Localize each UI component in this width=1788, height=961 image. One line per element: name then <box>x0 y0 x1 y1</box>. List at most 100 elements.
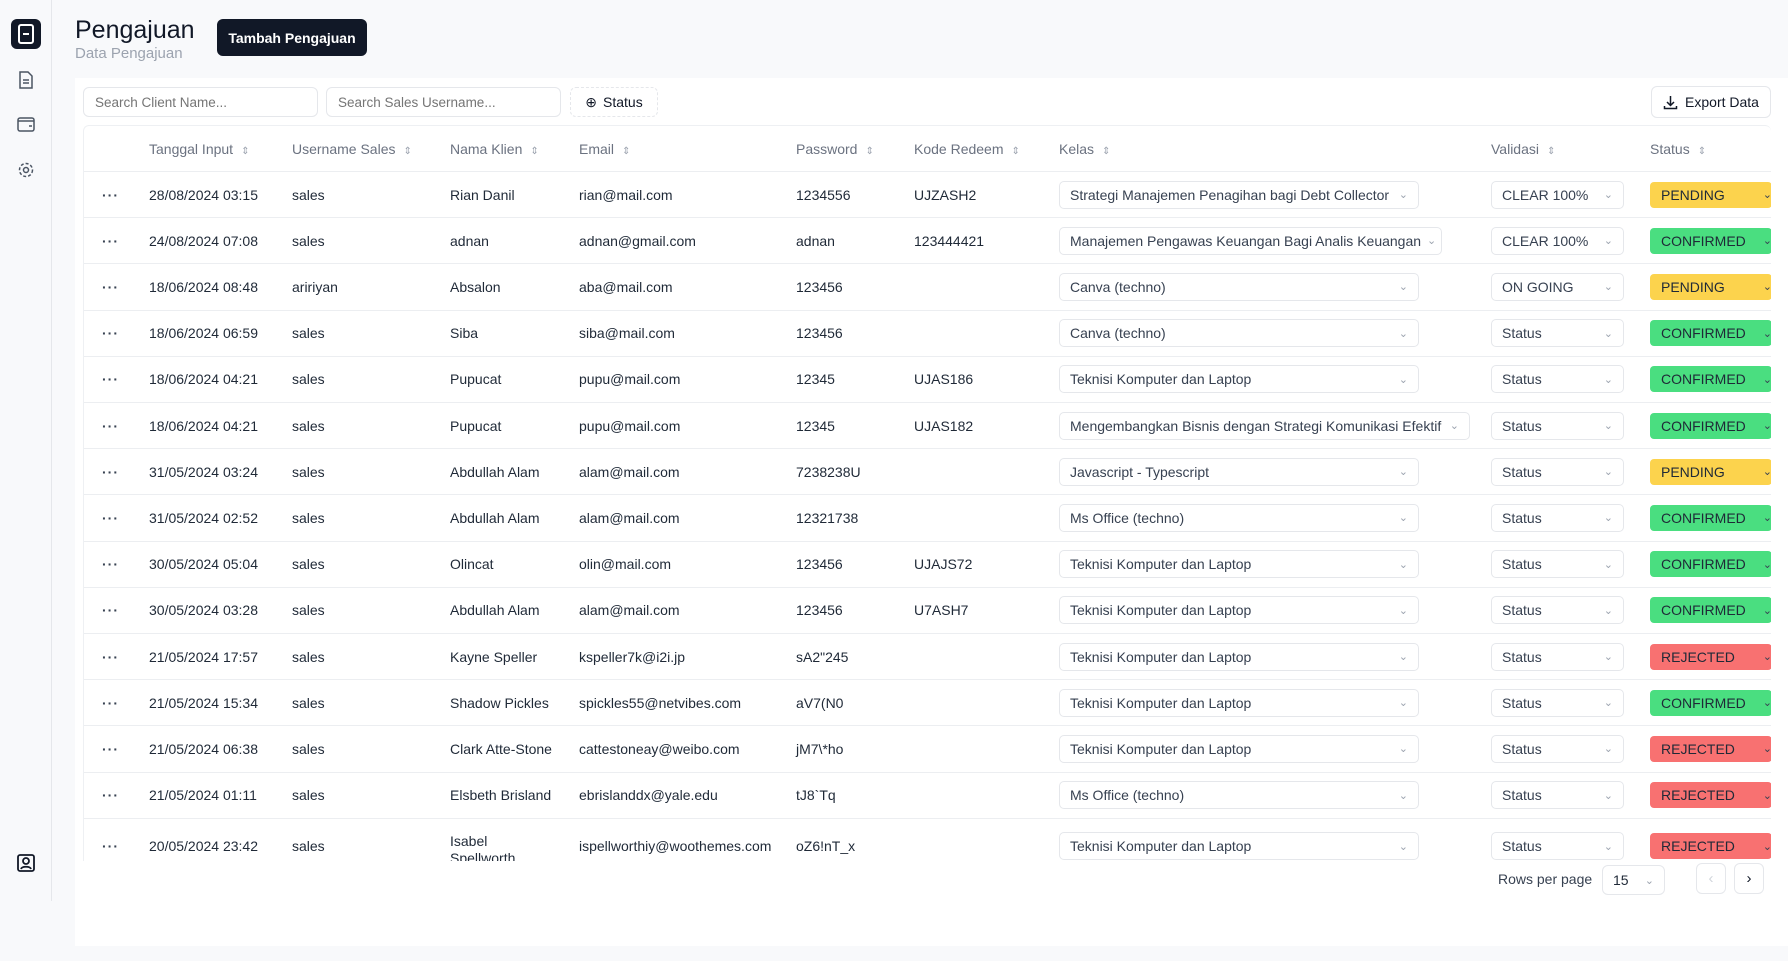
status-select[interactable]: CONFIRMED ⌄ <box>1650 366 1771 393</box>
row-actions-icon[interactable]: ··· <box>102 325 119 342</box>
sort-icon[interactable]: ⇕ <box>622 145 631 157</box>
status-select[interactable]: REJECTED ⌄ <box>1650 735 1771 762</box>
validasi-select[interactable]: Status ⌄ <box>1491 550 1624 579</box>
validasi-select[interactable]: Status ⌄ <box>1491 832 1624 861</box>
row-actions-icon[interactable]: ··· <box>102 602 119 619</box>
kelas-select[interactable]: Canva (techno) ⌄ <box>1059 272 1419 301</box>
cell-password: 1234556 <box>796 186 851 203</box>
row-actions-icon[interactable]: ··· <box>102 787 119 804</box>
validasi-select[interactable]: CLEAR 100% ⌄ <box>1491 226 1624 255</box>
validasi-select[interactable]: Status ⌄ <box>1491 457 1624 486</box>
kelas-select[interactable]: Ms Office (techno) ⌄ <box>1059 503 1419 532</box>
column-header-validasi[interactable]: Validasi ⇕ <box>1491 141 1555 157</box>
validasi-select[interactable]: Status ⌄ <box>1491 596 1624 625</box>
rows-per-page-select[interactable]: 15 ⌄ <box>1602 865 1665 895</box>
validasi-select[interactable]: Status ⌄ <box>1491 411 1624 440</box>
validasi-value: Status <box>1502 694 1542 711</box>
add-pengajuan-button[interactable]: Tambah Pengajuan <box>217 19 367 56</box>
search-sales-input[interactable] <box>326 87 561 117</box>
kelas-select[interactable]: Canva (techno) ⌄ <box>1059 319 1419 348</box>
search-client-input[interactable] <box>83 87 318 117</box>
kelas-select[interactable]: Teknisi Komputer dan Laptop ⌄ <box>1059 688 1419 717</box>
column-header-kelas[interactable]: Kelas ⇕ <box>1059 141 1110 157</box>
status-select[interactable]: CONFIRMED ⌄ <box>1650 320 1771 347</box>
validasi-select[interactable]: Status ⌄ <box>1491 734 1624 763</box>
validasi-select[interactable]: Status ⌄ <box>1491 642 1624 671</box>
row-actions-icon[interactable]: ··· <box>102 186 119 203</box>
sort-icon[interactable]: ⇕ <box>1697 145 1707 157</box>
status-select[interactable]: PENDING ⌄ <box>1650 458 1771 485</box>
status-select[interactable]: CONFIRMED ⌄ <box>1650 227 1771 254</box>
status-select[interactable]: CONFIRMED ⌄ <box>1650 551 1771 578</box>
kelas-select[interactable]: Ms Office (techno) ⌄ <box>1059 781 1419 810</box>
validasi-select[interactable]: CLEAR 100% ⌄ <box>1491 180 1624 209</box>
status-select[interactable]: PENDING ⌄ <box>1650 181 1771 208</box>
status-filter-button[interactable]: ⊕ Status <box>570 87 658 117</box>
next-page-button[interactable]: › <box>1734 863 1764 894</box>
validasi-select[interactable]: ON GOING ⌄ <box>1491 272 1624 301</box>
validasi-select[interactable]: Status ⌄ <box>1491 781 1624 810</box>
validasi-select[interactable]: Status ⌄ <box>1491 503 1624 532</box>
status-select[interactable]: CONFIRMED ⌄ <box>1650 412 1771 439</box>
sort-icon[interactable]: ⇕ <box>1547 145 1556 157</box>
validasi-select[interactable]: Status ⌄ <box>1491 688 1624 717</box>
prev-page-button[interactable]: ‹ <box>1696 863 1726 894</box>
cell-sales: sales <box>292 232 325 249</box>
cell-email: cattestoneay@weibo.com <box>579 740 740 757</box>
sort-icon[interactable]: ⇕ <box>1102 145 1111 157</box>
kelas-select[interactable]: Teknisi Komputer dan Laptop ⌄ <box>1059 550 1419 579</box>
sort-icon[interactable]: ⇕ <box>403 145 412 157</box>
kelas-select[interactable]: Mengembangkan Bisnis dengan Strategi Kom… <box>1059 411 1470 440</box>
validasi-select[interactable]: Status ⌄ <box>1491 365 1624 394</box>
status-select[interactable]: REJECTED ⌄ <box>1650 643 1771 670</box>
column-header-password[interactable]: Password ⇕ <box>796 141 874 157</box>
export-data-button[interactable]: Export Data <box>1651 86 1771 118</box>
column-header-date[interactable]: Tanggal Input ⇕ <box>149 141 249 157</box>
validasi-select[interactable]: Status ⌄ <box>1491 319 1624 348</box>
cell-password: 123456 <box>796 602 843 619</box>
row-actions-icon[interactable]: ··· <box>102 694 119 711</box>
kelas-select[interactable]: Teknisi Komputer dan Laptop ⌄ <box>1059 734 1419 763</box>
gear-icon[interactable] <box>11 155 41 185</box>
column-header-status[interactable]: Status ⇕ <box>1650 141 1706 157</box>
document-icon[interactable] <box>11 65 41 95</box>
column-header-email[interactable]: Email ⇕ <box>579 141 630 157</box>
chevron-down-icon: ⌄ <box>1603 189 1613 202</box>
status-select[interactable]: CONFIRMED ⌄ <box>1650 504 1771 531</box>
user-profile-icon[interactable] <box>11 848 41 878</box>
cell-code: UJAS186 <box>914 371 974 388</box>
row-actions-icon[interactable]: ··· <box>102 838 119 855</box>
sort-icon[interactable]: ⇕ <box>1011 145 1020 157</box>
row-actions-icon[interactable]: ··· <box>102 278 119 295</box>
row-actions-icon[interactable]: ··· <box>102 648 119 665</box>
row-actions-icon[interactable]: ··· <box>102 740 119 757</box>
kelas-select[interactable]: Strategi Manajemen Penagihan bagi Debt C… <box>1059 180 1419 209</box>
row-actions-icon[interactable]: ··· <box>102 371 119 388</box>
sort-icon[interactable]: ⇕ <box>865 145 874 157</box>
wallet-icon[interactable] <box>11 109 41 139</box>
column-header-client[interactable]: Nama Klien ⇕ <box>450 141 539 157</box>
status-select[interactable]: CONFIRMED ⌄ <box>1650 597 1771 624</box>
tablet-icon[interactable] <box>11 19 41 49</box>
column-header-sales[interactable]: Username Sales ⇕ <box>292 141 412 157</box>
row-actions-icon[interactable]: ··· <box>102 463 119 480</box>
row-actions-icon[interactable]: ··· <box>102 509 119 526</box>
status-select[interactable]: REJECTED ⌄ <box>1650 833 1771 860</box>
status-select[interactable]: PENDING ⌄ <box>1650 273 1771 300</box>
chevron-down-icon: ⌄ <box>1603 466 1613 479</box>
row-actions-icon[interactable]: ··· <box>102 556 119 573</box>
row-actions-icon[interactable]: ··· <box>102 232 119 249</box>
status-select[interactable]: REJECTED ⌄ <box>1650 782 1771 809</box>
column-header-code[interactable]: Kode Redeem ⇕ <box>914 141 1020 157</box>
row-actions-icon[interactable]: ··· <box>102 417 119 434</box>
kelas-select[interactable]: Teknisi Komputer dan Laptop ⌄ <box>1059 365 1419 394</box>
kelas-select[interactable]: Javascript - Typescript ⌄ <box>1059 457 1419 486</box>
kelas-select[interactable]: Teknisi Komputer dan Laptop ⌄ <box>1059 832 1419 861</box>
sort-icon[interactable]: ⇕ <box>530 145 539 157</box>
kelas-select[interactable]: Manajemen Pengawas Keuangan Bagi Analis … <box>1059 226 1442 255</box>
sort-icon[interactable]: ⇕ <box>241 145 250 157</box>
status-select[interactable]: CONFIRMED ⌄ <box>1650 689 1771 716</box>
kelas-select[interactable]: Teknisi Komputer dan Laptop ⌄ <box>1059 596 1419 625</box>
cell-date: 20/05/2024 23:42 <box>149 838 258 855</box>
kelas-select[interactable]: Teknisi Komputer dan Laptop ⌄ <box>1059 642 1419 671</box>
